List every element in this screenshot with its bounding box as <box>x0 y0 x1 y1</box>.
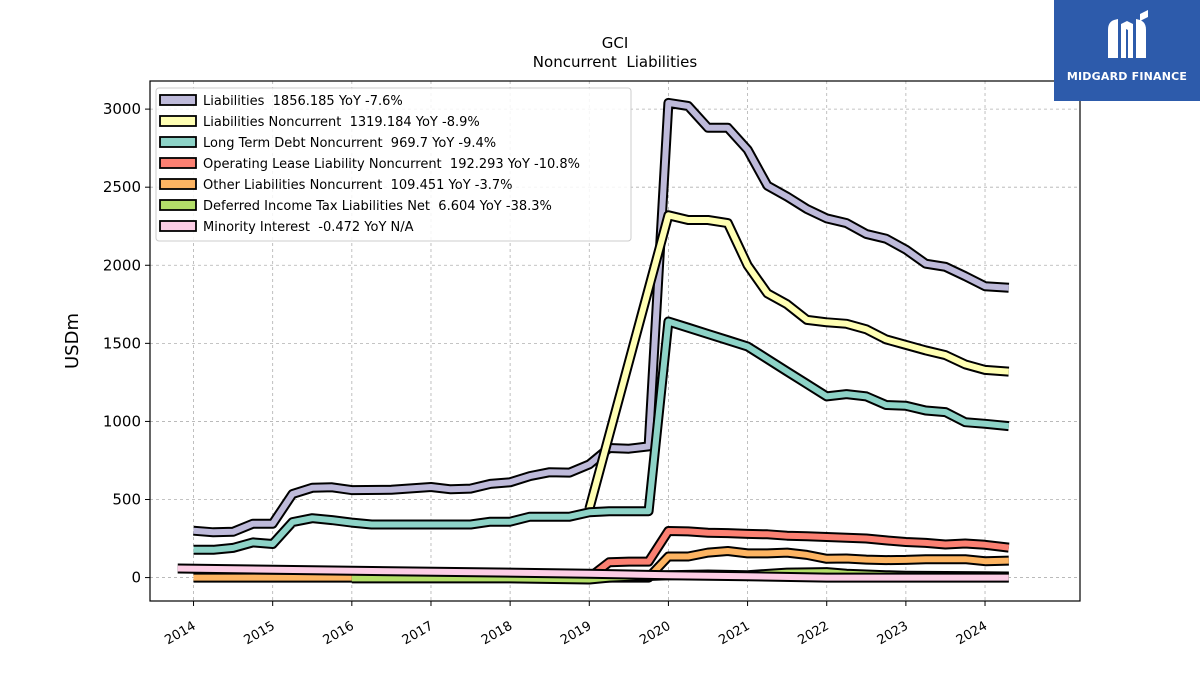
legend-swatch <box>159 94 197 106</box>
legend-label: Operating Lease Liability Noncurrent 192… <box>203 157 580 172</box>
legend-label: Minority Interest -0.472 YoY N/A <box>203 220 414 235</box>
x-tick-label: 2014 <box>162 619 198 649</box>
legend-swatch <box>159 178 197 190</box>
x-tick-label: 2023 <box>875 619 911 649</box>
legend-label: Deferred Income Tax Liabilities Net 6.60… <box>203 199 552 214</box>
series-3 <box>193 316 1010 555</box>
legend-swatch <box>159 199 197 211</box>
series-layer <box>177 97 1010 585</box>
y-tick-label: 500 <box>112 490 141 508</box>
x-tick-label: 2016 <box>321 619 357 649</box>
plot-frame <box>149 80 1081 602</box>
logo-name: MIDGARD FINANCE <box>1066 70 1188 83</box>
chart-title: GCI <box>602 34 629 52</box>
x-tick-label: 2015 <box>242 619 278 649</box>
y-tick-label: 1000 <box>103 412 141 430</box>
legend-label: Liabilities Noncurrent 1319.184 YoY -8.9… <box>203 115 480 130</box>
legend: Liabilities 1856.185 YoY -7.6% Liabilitie… <box>155 87 632 242</box>
series-1 <box>193 97 1010 538</box>
series-line <box>586 212 1010 510</box>
x-tick-label: 2017 <box>400 619 436 649</box>
y-axis-label: USDm <box>62 313 83 369</box>
legend-swatch <box>159 157 197 169</box>
x-tick-label: 2019 <box>558 619 594 649</box>
series-2 <box>584 210 1010 511</box>
y-tick-label: 1500 <box>103 334 141 352</box>
legend-swatch <box>159 136 197 148</box>
legend-label: Other Liabilities Noncurrent 109.451 YoY… <box>203 178 513 193</box>
y-tick-label: 2500 <box>103 178 141 196</box>
x-tick-label: 2024 <box>954 619 990 649</box>
y-tick-label: 0 <box>131 569 141 587</box>
chart-subtitle: Noncurrent Liabilities <box>533 53 698 71</box>
y-tick-label: 2000 <box>103 256 141 274</box>
legend-swatch <box>159 115 197 127</box>
legend-label: Liabilities 1856.185 YoY -7.6% <box>203 94 403 109</box>
series-line <box>193 318 1010 553</box>
y-tick-label: 3000 <box>103 100 141 118</box>
legend-box <box>155 87 632 242</box>
x-tick-label: 2020 <box>637 619 673 649</box>
brand-logo: MIDGARD FINANCE <box>1054 0 1200 101</box>
x-tick-label: 2018 <box>479 619 515 649</box>
legend-swatch <box>159 220 197 232</box>
series-line <box>587 528 1010 580</box>
midgard-logo-icon <box>1108 10 1148 58</box>
series-4 <box>586 526 1010 582</box>
series-line <box>177 565 1009 581</box>
series-line <box>193 99 1010 536</box>
x-tick-label: 2022 <box>796 619 832 649</box>
x-tick-label: 2021 <box>716 619 752 649</box>
series-7 <box>177 563 1009 583</box>
legend-label: Long Term Debt Noncurrent 969.7 YoY -9.4… <box>203 136 496 151</box>
